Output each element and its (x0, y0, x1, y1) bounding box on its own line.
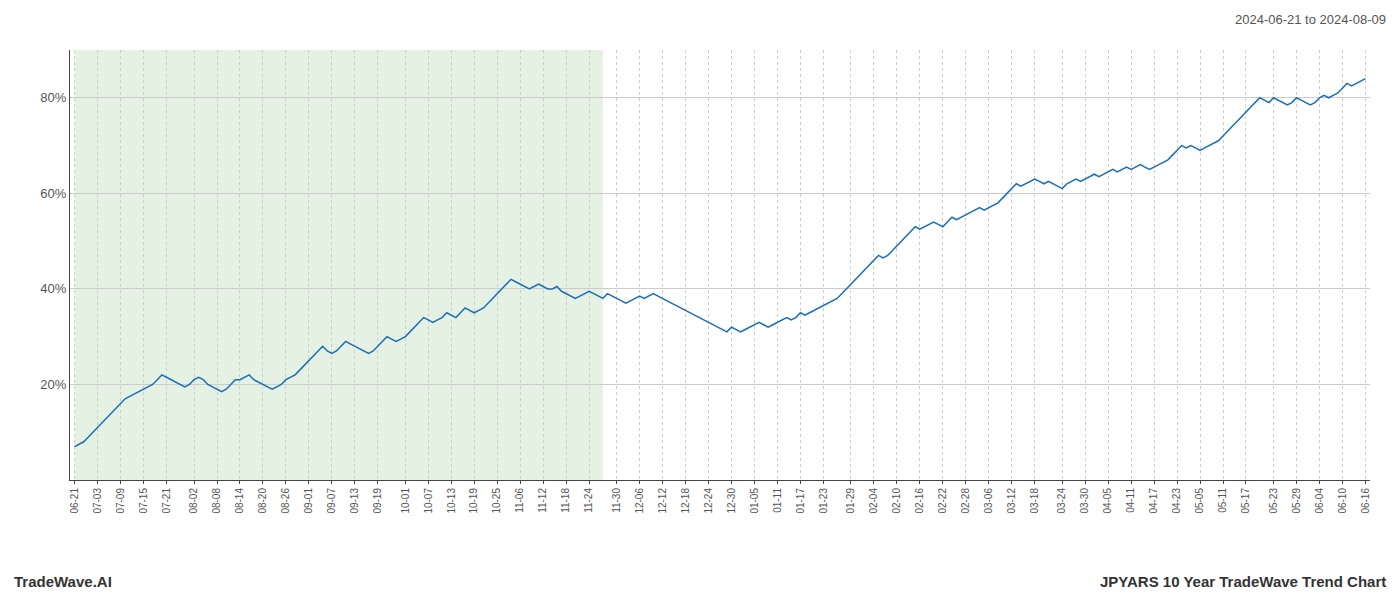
svg-text:20%: 20% (40, 377, 66, 392)
svg-text:05-11: 05-11 (1217, 488, 1228, 513)
svg-text:01-17: 01-17 (795, 488, 806, 514)
svg-text:TradeWave.AI: TradeWave.AI (14, 573, 112, 590)
svg-text:09-13: 09-13 (349, 488, 360, 514)
svg-text:11-06: 11-06 (514, 488, 525, 513)
svg-text:04-05: 04-05 (1102, 488, 1113, 514)
svg-text:05-23: 05-23 (1268, 488, 1279, 514)
svg-text:06-21: 06-21 (69, 488, 80, 514)
svg-text:06-10: 06-10 (1337, 488, 1348, 514)
svg-text:07-09: 07-09 (115, 488, 126, 514)
svg-text:01-05: 01-05 (749, 488, 760, 514)
svg-text:08-14: 08-14 (234, 488, 245, 514)
svg-text:12-18: 12-18 (680, 488, 691, 514)
svg-text:10-19: 10-19 (468, 488, 479, 514)
svg-text:01-11: 01-11 (772, 488, 783, 513)
svg-text:06-16: 06-16 (1360, 488, 1371, 514)
svg-text:11-18: 11-18 (560, 488, 571, 513)
svg-text:04-23: 04-23 (1171, 488, 1182, 514)
svg-text:11-30: 11-30 (611, 488, 622, 513)
svg-text:08-08: 08-08 (211, 488, 222, 514)
svg-text:01-23: 01-23 (818, 488, 829, 514)
svg-text:09-19: 09-19 (372, 488, 383, 514)
svg-text:08-02: 08-02 (188, 488, 199, 514)
svg-text:02-10: 02-10 (891, 488, 902, 514)
svg-text:11-12: 11-12 (537, 488, 548, 513)
svg-text:02-04: 02-04 (868, 488, 879, 514)
svg-text:08-20: 08-20 (257, 488, 268, 514)
svg-text:07-21: 07-21 (161, 488, 172, 514)
svg-text:10-13: 10-13 (446, 488, 457, 514)
svg-text:03-18: 03-18 (1029, 488, 1040, 514)
svg-text:04-17: 04-17 (1148, 488, 1159, 514)
svg-text:01-29: 01-29 (845, 488, 856, 514)
svg-text:09-07: 09-07 (326, 488, 337, 514)
svg-text:12-06: 12-06 (634, 488, 645, 514)
svg-text:10-07: 10-07 (423, 488, 434, 514)
svg-text:05-29: 05-29 (1291, 488, 1302, 514)
svg-text:03-24: 03-24 (1056, 488, 1067, 514)
svg-text:07-15: 07-15 (138, 488, 149, 514)
svg-text:04-11: 04-11 (1125, 488, 1136, 513)
svg-text:10-01: 10-01 (400, 488, 411, 514)
svg-text:05-05: 05-05 (1194, 488, 1205, 514)
svg-text:11-24: 11-24 (583, 488, 594, 513)
svg-text:03-30: 03-30 (1079, 488, 1090, 514)
svg-text:2024-06-21 to 2024-08-09: 2024-06-21 to 2024-08-09 (1235, 12, 1386, 27)
svg-text:05-17: 05-17 (1240, 488, 1251, 514)
svg-text:JPYARS 10 Year TradeWave Trend: JPYARS 10 Year TradeWave Trend Chart (1100, 573, 1386, 590)
svg-text:12-24: 12-24 (703, 488, 714, 514)
svg-text:60%: 60% (40, 186, 66, 201)
svg-text:02-28: 02-28 (960, 488, 971, 514)
svg-text:03-06: 03-06 (983, 488, 994, 514)
svg-text:06-04: 06-04 (1314, 488, 1325, 514)
svg-text:12-12: 12-12 (657, 488, 668, 514)
svg-text:80%: 80% (40, 90, 66, 105)
svg-text:02-22: 02-22 (937, 488, 948, 514)
svg-text:02-16: 02-16 (914, 488, 925, 514)
svg-text:03-12: 03-12 (1006, 488, 1017, 514)
svg-text:08-26: 08-26 (280, 488, 291, 514)
svg-text:07-03: 07-03 (92, 488, 103, 514)
svg-text:09-01: 09-01 (303, 488, 314, 514)
svg-text:12-30: 12-30 (726, 488, 737, 514)
svg-text:10-25: 10-25 (491, 488, 502, 514)
svg-text:40%: 40% (40, 281, 66, 296)
